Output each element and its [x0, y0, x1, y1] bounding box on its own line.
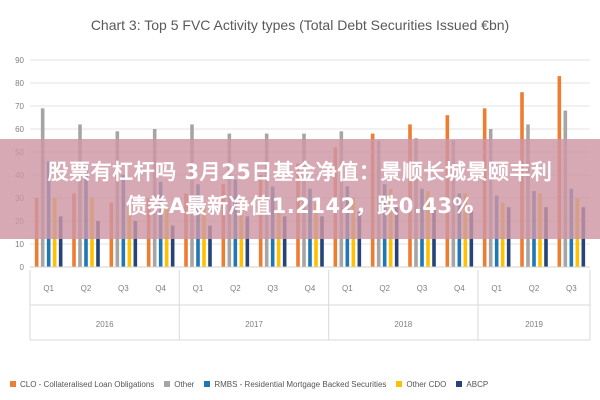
chart-title: Chart 3: Top 5 FVC Activity types (Total…: [91, 17, 509, 33]
y-tick-label: 80: [15, 79, 24, 88]
year-label: 2019: [525, 320, 543, 329]
x-tick-label: Q4: [305, 284, 316, 293]
x-tick-label: Q4: [454, 284, 465, 293]
legend-label: RMBS - Residential Mortgage Backed Secur…: [214, 379, 387, 389]
legend-swatch: [456, 381, 463, 387]
banner-line-1: 股票有杠杆吗 3月25日基金净值：景顺长城景颐丰利: [47, 160, 553, 184]
bar: [58, 216, 63, 267]
legend-swatch: [10, 381, 16, 387]
legend-label: ABCP: [466, 379, 489, 389]
banner-line-2: 债券A最新净值1.2142，跌0.43%: [125, 194, 475, 218]
overlay-banner: 股票有杠杆吗 3月25日基金净值：景顺长城景颐丰利 债券A最新净值1.2142，…: [0, 139, 600, 239]
legend-label: CLO - Collateralised Loan Obligations: [20, 379, 155, 389]
x-tick-label: Q3: [118, 284, 129, 293]
x-tick-label: Q2: [379, 284, 390, 293]
x-tick-label: Q3: [417, 284, 428, 293]
bar: [170, 225, 175, 267]
legend-label: Other: [174, 379, 195, 389]
legend-item: Other: [164, 380, 194, 389]
bar: [245, 216, 250, 267]
bar: [208, 225, 212, 267]
chart-legend: CLO - Collateralised Loan Obligations Oth…: [10, 376, 595, 392]
legend-swatch: [396, 381, 403, 387]
x-axis-ticks: Q1 Q2 Q3 Q4 Q1 Q2 Q3 Q4 Q1 Q2 Q3 Q4 Q1 Q2 Q3: [30, 266, 590, 341]
bar: [282, 216, 287, 267]
legend-swatch: [164, 381, 171, 387]
x-tick-label: Q4: [155, 284, 166, 293]
legend-item: Other CDO: [396, 380, 446, 389]
x-tick-label: Q1: [43, 284, 54, 293]
x-tick-label: Q2: [81, 284, 92, 293]
bar: [133, 221, 138, 267]
y-tick-label: 70: [15, 102, 24, 111]
legend-swatch: [204, 381, 211, 387]
x-tick-label: Q1: [491, 284, 502, 293]
x-tick-label: Q2: [529, 284, 540, 293]
bar: [320, 216, 324, 267]
year-label: 2018: [394, 320, 412, 329]
y-tick-label: 10: [15, 240, 24, 249]
y-tick-label: 60: [15, 125, 24, 134]
year-label: 2017: [245, 320, 263, 329]
year-labels: 2016 2017 2018 2019: [29, 270, 591, 340]
legend-item: CLO - Collateralised Loan Obligations: [10, 380, 154, 389]
x-tick-label: Q3: [267, 284, 278, 293]
x-tick-label: Q1: [193, 284, 204, 293]
legend-label: Other CDO: [406, 379, 447, 389]
y-tick-label: 0: [20, 263, 25, 272]
x-tick-label: Q2: [230, 284, 241, 293]
legend-item: ABCP: [456, 380, 488, 389]
x-tick-label: Q3: [566, 284, 577, 293]
legend-item: RMBS - Residential Mortgage Backed Secur…: [204, 380, 386, 389]
x-tick-label: Q1: [342, 284, 353, 293]
year-label: 2016: [96, 320, 114, 329]
bar: [357, 211, 362, 267]
bar: [96, 221, 100, 267]
y-tick-label: 90: [15, 56, 24, 65]
